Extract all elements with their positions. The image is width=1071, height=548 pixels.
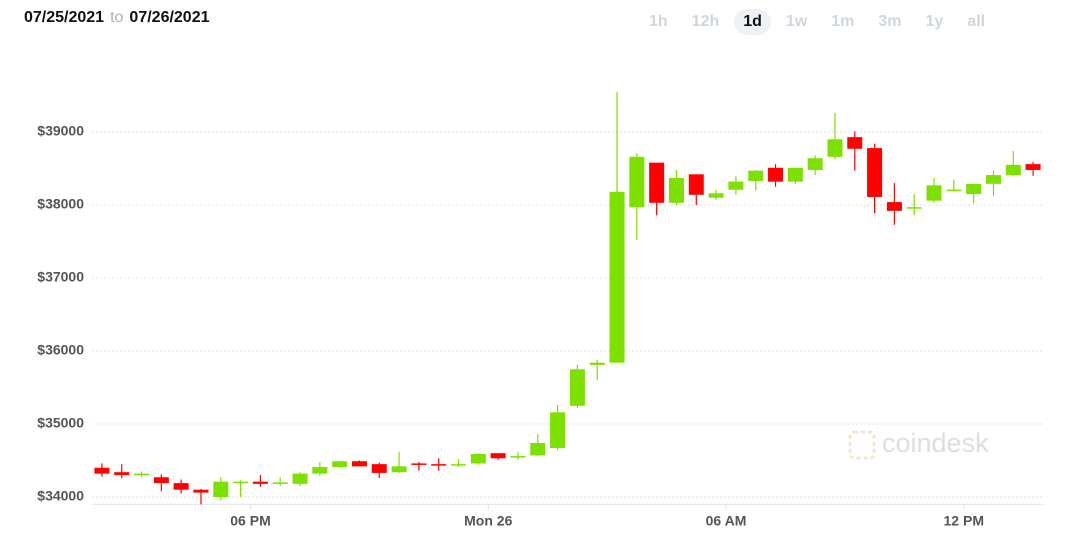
date-range: 07/25/2021 to 07/26/2021	[24, 9, 210, 27]
candle-body	[332, 461, 348, 468]
candle-body	[906, 207, 922, 209]
candle-body	[748, 170, 764, 181]
range-button[interactable]: 3m	[878, 13, 902, 30]
candle-body	[649, 162, 665, 203]
candle-body	[470, 453, 486, 464]
candle-body	[213, 481, 229, 497]
range-button[interactable]: 1h	[649, 13, 668, 30]
candle-body	[867, 148, 883, 197]
candle-body	[1025, 164, 1041, 170]
range-button[interactable]: 12h	[691, 13, 720, 30]
candle-body	[312, 467, 328, 474]
y-tick-label: $37000	[37, 269, 84, 285]
x-tick-label: 06 AM	[706, 513, 747, 529]
candle-body	[787, 167, 803, 182]
candle-body	[153, 477, 169, 484]
candle-body	[589, 362, 605, 365]
candle-body	[807, 158, 823, 170]
to-date: 07/26/2021	[129, 9, 210, 26]
candle-body	[966, 183, 982, 195]
candle-body	[411, 463, 427, 465]
candle-body	[886, 202, 902, 211]
range-button[interactable]: all	[967, 13, 986, 30]
from-date: 07/25/2021	[24, 9, 105, 26]
x-tick-label: 12 PM	[944, 513, 984, 529]
candle-body	[688, 174, 704, 195]
candle-body	[668, 177, 684, 203]
candle-body	[926, 185, 942, 201]
y-tick-label: $34000	[37, 488, 84, 504]
candle-body	[569, 369, 585, 406]
candle-body	[94, 467, 110, 474]
y-tick-label: $35000	[37, 415, 84, 431]
range-button[interactable]: 1m	[831, 13, 855, 30]
candle-body	[728, 181, 744, 190]
candle-body	[1005, 164, 1021, 176]
range-button[interactable]: 1w	[785, 13, 808, 30]
range-buttons: 1h 12h 1d 1w 1m 3m 1y all	[640, 9, 1000, 35]
candle-body	[451, 464, 467, 466]
candle-body	[946, 189, 962, 192]
x-tick-label: 06 PM	[230, 513, 270, 529]
y-tick-label: $38000	[37, 196, 84, 212]
candle-body	[173, 483, 189, 490]
candle-body	[292, 473, 308, 484]
candle-body	[629, 156, 645, 208]
candle-body	[351, 461, 367, 467]
candle-body	[708, 193, 724, 198]
range-button[interactable]: 1d	[734, 9, 771, 35]
candle-body	[193, 489, 209, 493]
candle-body	[371, 464, 387, 473]
x-tick-label: Mon 26	[464, 513, 512, 529]
watermark-text: coindesk	[882, 428, 989, 458]
candle-body	[985, 175, 1001, 184]
candle-body	[391, 466, 407, 473]
y-tick-label: $39000	[37, 123, 84, 139]
candle-body	[272, 482, 288, 484]
range-button[interactable]: 1y	[925, 13, 944, 30]
watermark-icon	[848, 430, 876, 460]
candle-body	[530, 442, 546, 456]
candle-body	[490, 453, 506, 459]
candle-body	[827, 139, 843, 157]
watermark: coindesk	[848, 428, 989, 460]
to-word: to	[110, 9, 124, 26]
y-tick-label: $36000	[37, 342, 84, 358]
candle-body	[134, 473, 150, 476]
candle-body	[233, 481, 249, 484]
candle-body	[431, 464, 447, 466]
candle-body	[609, 191, 625, 363]
candle-body	[252, 481, 268, 484]
candle-body	[550, 412, 566, 449]
candle-body	[114, 472, 130, 476]
candle-body	[768, 167, 784, 182]
candle-body	[847, 137, 863, 149]
candle-body	[510, 456, 526, 458]
